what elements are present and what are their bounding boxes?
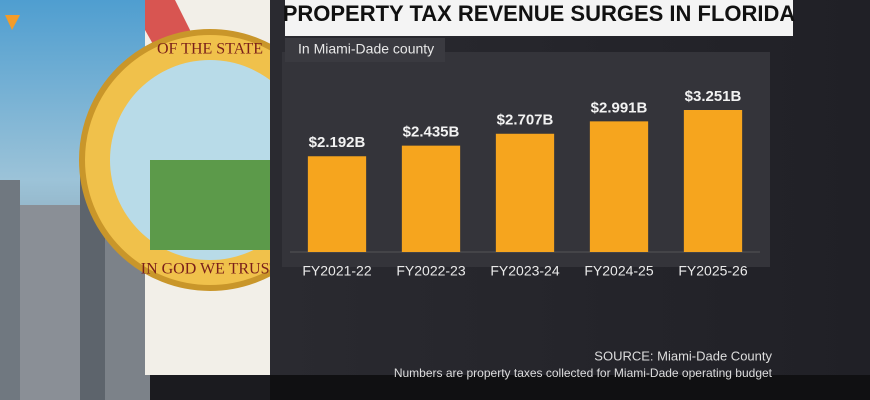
x-tick-label: FY2025-26 (678, 263, 747, 279)
seal-text: IN GOD WE TRUST (141, 261, 280, 278)
x-tick-label: FY2022-23 (396, 263, 465, 279)
x-tick-label: FY2024-25 (584, 263, 653, 279)
bar (401, 145, 461, 252)
title-banner (285, 0, 793, 36)
seal-text: OF THE STATE (157, 41, 263, 58)
bar (307, 156, 367, 252)
screen-base (270, 375, 870, 400)
chart-title: PROPERTY TAX REVENUE SURGES IN FLORIDA (283, 1, 796, 26)
x-tick-label: FY2023-24 (490, 263, 559, 279)
bar (495, 133, 555, 252)
value-label: $2.707B (497, 112, 554, 129)
decor (5, 15, 20, 30)
bar (683, 110, 743, 252)
source: SOURCE: Miami-Dade County (594, 348, 772, 363)
chart-subtitle: In Miami-Dade county (298, 41, 434, 57)
seal-ground (150, 160, 270, 250)
note: Numbers are property taxes collected for… (394, 366, 773, 380)
value-label: $3.251B (685, 88, 742, 105)
subtitle-box (285, 38, 445, 62)
x-tick-label: FY2021-22 (302, 263, 371, 279)
bar (589, 121, 649, 252)
value-label: $2.192B (309, 134, 366, 151)
value-label: $2.991B (591, 99, 648, 116)
value-label: $2.435B (403, 124, 460, 141)
